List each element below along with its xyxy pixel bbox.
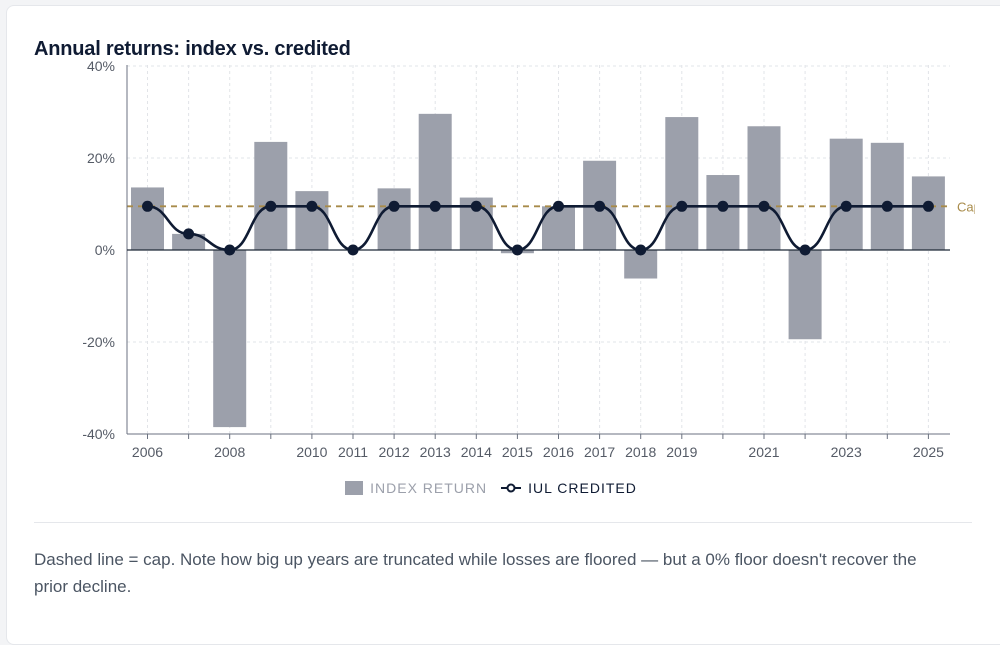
iul-credited-point[interactable]: [511, 244, 523, 256]
iul-credited-point[interactable]: [758, 200, 770, 212]
x-tick-label: 2012: [379, 444, 410, 460]
iul-credited-point[interactable]: [799, 244, 811, 256]
iul-credited-point[interactable]: [553, 200, 564, 212]
y-tick-label: -20%: [82, 334, 115, 350]
iul-credited-point[interactable]: [635, 244, 647, 256]
iul-credited-point[interactable]: [594, 200, 606, 212]
bar-index-return[interactable]: [254, 141, 288, 250]
x-tick-label: 2011: [338, 444, 368, 460]
iul-credited-point[interactable]: [840, 200, 852, 212]
legend-line-marker-icon: [501, 483, 522, 493]
grid-layer: [127, 65, 950, 435]
bar-index-return[interactable]: [377, 188, 411, 250]
bar-index-return[interactable]: [788, 250, 822, 340]
x-tick-label: 2017: [584, 444, 615, 460]
cap-label: Cap: [957, 199, 981, 214]
bar-index-return[interactable]: [172, 233, 206, 250]
bar-index-return[interactable]: [870, 142, 904, 250]
iul-credited-point[interactable]: [347, 244, 359, 256]
returns-chart: Cap -40% -20% 0% 20% 40% 2006 2008 2010 2011 2012…: [82, 58, 981, 460]
x-tick-label: 2006: [132, 444, 163, 460]
iul-credited-point[interactable]: [142, 200, 153, 212]
cap-layer: Cap: [127, 199, 981, 214]
y-tick-label: 40%: [87, 58, 115, 74]
line-layer: [142, 200, 934, 256]
legend-label-iul-credited: IUL CREDITED: [528, 480, 637, 496]
legend-item-iul-credited[interactable]: IUL CREDITED: [501, 480, 637, 496]
iul-credited-point[interactable]: [306, 200, 318, 212]
legend-label-index-return: INDEX RETURN: [370, 480, 488, 496]
x-tick-label: 2025: [913, 444, 944, 460]
bar-index-return[interactable]: [665, 117, 699, 250]
y-tick-label: -40%: [82, 426, 115, 442]
bar-index-return[interactable]: [213, 250, 247, 428]
x-tick-label: 2013: [420, 444, 451, 460]
axis-layer: -40% -20% 0% 20% 40% 2006 2008 2010 2011 2012 2013…: [82, 58, 950, 460]
iul-credited-point[interactable]: [224, 244, 236, 256]
bar-index-return[interactable]: [911, 176, 945, 250]
x-tick-label: 2021: [748, 444, 779, 460]
x-tick-label: 2018: [625, 444, 656, 460]
chart-note: Dashed line = cap. Note how big up years…: [34, 550, 917, 596]
bar-index-return[interactable]: [829, 138, 863, 250]
x-tick-label: 2023: [831, 444, 862, 460]
x-tick-label: 2019: [666, 444, 697, 460]
iul-credited-point[interactable]: [881, 200, 893, 212]
chart-card: [6, 5, 1000, 645]
iul-credited-point[interactable]: [676, 200, 688, 212]
chart-title: Annual returns: index vs. credited: [34, 38, 351, 60]
bar-index-return[interactable]: [418, 113, 452, 250]
y-tick-label: 0%: [95, 242, 115, 258]
iul-credited-point[interactable]: [717, 200, 729, 212]
bar-index-return[interactable]: [295, 191, 329, 250]
bar-layer: [131, 113, 945, 428]
x-tick-label: 2010: [296, 444, 327, 460]
iul-credited-point[interactable]: [429, 200, 441, 212]
x-tick-label: 2014: [461, 444, 492, 460]
iul-credited-point[interactable]: [388, 200, 400, 212]
chart-legend: INDEX RETURN IUL CREDITED: [0, 480, 982, 496]
iul-credited-point[interactable]: [922, 200, 934, 212]
card-divider: [34, 522, 972, 523]
y-tick-label: 20%: [87, 150, 115, 166]
x-tick-label: 2015: [502, 444, 533, 460]
bar-index-return[interactable]: [706, 175, 740, 250]
iul-credited-point[interactable]: [183, 228, 195, 240]
x-tick-label: 2016: [543, 444, 574, 460]
legend-item-index-return[interactable]: INDEX RETURN: [345, 480, 487, 496]
bar-index-return[interactable]: [747, 126, 781, 250]
legend-swatch-bar: [345, 481, 364, 495]
x-tick-label: 2008: [214, 444, 245, 460]
iul-credited-line: [147, 205, 929, 252]
iul-credited-point[interactable]: [470, 200, 482, 212]
bar-index-return[interactable]: [131, 187, 164, 250]
iul-credited-point[interactable]: [265, 200, 277, 212]
